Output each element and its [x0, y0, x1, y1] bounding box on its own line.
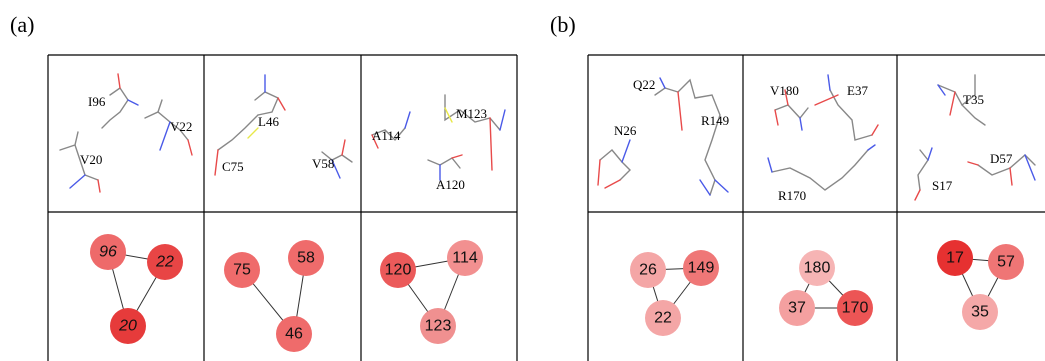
residue-label: V58 [312, 156, 334, 171]
residue-label: M123 [456, 106, 487, 121]
residue-label: S17 [932, 178, 953, 193]
residue-label: D57 [990, 151, 1013, 166]
graph-node [799, 250, 835, 286]
panel-a-frame [47, 54, 518, 361]
molecule-structure-a2 [214, 74, 353, 179]
graph-node [110, 308, 146, 344]
molecule-structure-b2 [767, 74, 879, 191]
residue-label: E37 [847, 83, 868, 98]
molecule-structure-b3 [914, 74, 1036, 201]
graph-node-label: 120 [385, 262, 412, 279]
graph-node-label: 17 [946, 250, 964, 267]
residue-label: A120 [436, 177, 465, 192]
graph-node [224, 252, 260, 288]
graph-node [962, 294, 998, 330]
panel-b-frame [587, 54, 1045, 361]
residue-label: I96 [88, 94, 106, 109]
graph-node [630, 252, 666, 288]
residue-label: T35 [963, 92, 984, 107]
molecule-structure-a3 [371, 94, 506, 181]
residue-label: Q22 [633, 77, 655, 92]
graph-node-label: 35 [971, 304, 989, 321]
molecule-structure-b1 [597, 77, 729, 196]
residue-label: A114 [372, 128, 401, 143]
graph-node-label: 170 [842, 300, 869, 317]
residue-label: C75 [222, 159, 244, 174]
molecule-structure-a1 [59, 73, 193, 193]
graph-node-label: 123 [425, 318, 452, 335]
graph-node-label: 26 [639, 262, 657, 279]
graph-node [288, 240, 324, 276]
graph-node [837, 290, 873, 326]
graph-node-label: 58 [297, 250, 315, 267]
graph-node-label: 75 [233, 262, 251, 279]
graph-node-label: 149 [688, 260, 715, 277]
residue-label: R170 [778, 188, 806, 203]
graph-node-label: 22 [654, 310, 672, 327]
graph-node [90, 234, 126, 270]
graph-node [147, 244, 183, 280]
graph-node-label: 37 [788, 300, 806, 317]
panel-label-a: (a) [10, 12, 35, 37]
graph-node [937, 240, 973, 276]
graph-node [420, 308, 456, 344]
graph-node [683, 250, 719, 286]
residue-label: V22 [170, 119, 192, 134]
graph-node [645, 300, 681, 336]
residue-label: V20 [80, 152, 102, 167]
graph-node-label: 20 [118, 318, 137, 335]
residue-label: R149 [701, 113, 729, 128]
residue-label: N26 [614, 123, 637, 138]
graph-node-label: 180 [804, 260, 831, 277]
panel-label-b: (b) [550, 12, 576, 37]
network-graphs: 96 22 20 75 58 46 120 114 123 26 149 22 180 37 170 17 57… [90, 234, 1024, 352]
graph-node [779, 290, 815, 326]
graph-node [276, 316, 312, 352]
residue-label: L46 [258, 114, 279, 129]
graph-node-label: 57 [997, 254, 1015, 271]
graph-node [380, 252, 416, 288]
graph-node-label: 114 [452, 250, 478, 267]
graph-node [447, 240, 483, 276]
graph-node-label: 96 [99, 244, 117, 261]
graph-node-label: 22 [155, 254, 174, 271]
graph-node [988, 244, 1024, 280]
residue-label: V180 [770, 83, 799, 98]
graph-node-label: 46 [285, 326, 303, 343]
